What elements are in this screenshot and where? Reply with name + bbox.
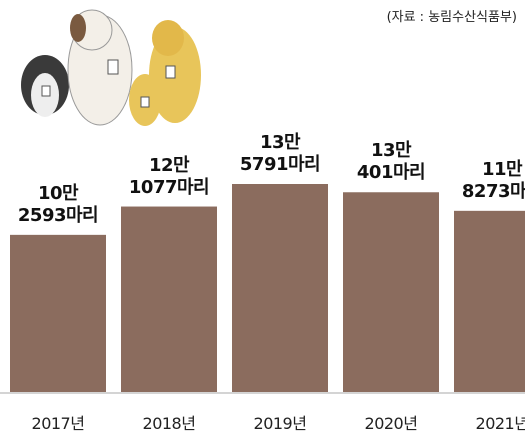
value-label: 13만 5791마리	[225, 132, 335, 176]
value-label: 10만 2593마리	[3, 183, 113, 227]
dog-illustration	[21, 10, 201, 126]
value-label: 13만 401마리	[336, 140, 446, 184]
value-label: 11만 8273마리	[447, 159, 525, 203]
bar	[10, 235, 106, 392]
chart: (자료 : 농림수산식품부) 2017년 10만 2593마리 2018년 12만 1…	[0, 0, 525, 436]
bar	[121, 207, 217, 392]
bar	[454, 211, 525, 392]
bar	[232, 184, 328, 392]
x-tick-label: 2020년	[336, 410, 446, 434]
source-note: (자료 : 농림수산식품부)	[387, 6, 517, 25]
value-label: 12만 1077마리	[114, 155, 224, 199]
x-tick-label: 2018년	[114, 410, 224, 434]
bar	[343, 192, 439, 392]
x-tick-label: 2019년	[225, 410, 335, 434]
x-tick-label: 2021년	[447, 410, 525, 434]
x-tick-label: 2017년	[3, 410, 113, 434]
